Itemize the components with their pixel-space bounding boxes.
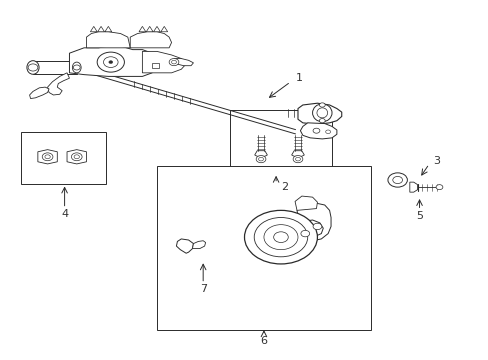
Circle shape [435,185,442,190]
Bar [229,111,331,173]
Polygon shape [294,196,317,210]
Polygon shape [152,63,159,68]
Polygon shape [69,46,152,76]
Polygon shape [254,151,267,156]
Polygon shape [98,26,104,32]
Polygon shape [176,239,193,253]
Polygon shape [130,32,171,48]
Circle shape [258,157,263,161]
Bar [157,166,370,330]
Circle shape [171,60,176,64]
Circle shape [319,118,325,123]
Circle shape [312,223,321,230]
Bar [21,132,106,184]
Polygon shape [153,26,160,32]
Polygon shape [33,61,77,74]
Text: 4: 4 [61,209,68,219]
Circle shape [73,65,80,70]
Ellipse shape [27,61,39,74]
Text: 6: 6 [260,336,267,346]
Circle shape [292,156,302,163]
Ellipse shape [72,62,81,73]
Circle shape [295,157,300,161]
Text: 2: 2 [281,182,288,192]
Polygon shape [174,59,193,66]
Polygon shape [300,123,336,139]
Text: 1: 1 [295,73,303,83]
Polygon shape [86,32,130,48]
Polygon shape [30,87,49,99]
Polygon shape [105,26,112,32]
Polygon shape [409,182,417,192]
Ellipse shape [312,104,331,122]
Circle shape [300,230,309,237]
Polygon shape [142,51,186,73]
Text: 3: 3 [432,156,439,166]
Circle shape [254,217,307,257]
Circle shape [169,59,179,66]
Polygon shape [192,241,205,249]
Polygon shape [38,150,57,164]
Circle shape [42,153,53,161]
Circle shape [319,103,325,107]
Polygon shape [291,151,304,156]
Polygon shape [297,103,341,124]
Polygon shape [67,150,86,164]
Circle shape [256,156,265,163]
Circle shape [74,155,79,159]
Polygon shape [47,73,69,95]
Circle shape [71,153,82,161]
Circle shape [28,64,38,71]
Polygon shape [161,26,167,32]
Circle shape [264,225,297,249]
Circle shape [392,176,402,184]
Circle shape [273,232,287,243]
Circle shape [109,61,113,64]
Circle shape [325,130,330,134]
Text: 7: 7 [199,284,206,294]
Circle shape [312,128,319,133]
Text: 5: 5 [415,211,422,221]
Circle shape [244,210,317,264]
Circle shape [97,52,124,72]
Polygon shape [146,26,153,32]
Circle shape [45,155,50,159]
Polygon shape [296,203,330,241]
Circle shape [103,57,118,67]
Polygon shape [90,26,97,32]
Circle shape [387,173,407,187]
Polygon shape [139,26,145,32]
Ellipse shape [316,108,327,118]
